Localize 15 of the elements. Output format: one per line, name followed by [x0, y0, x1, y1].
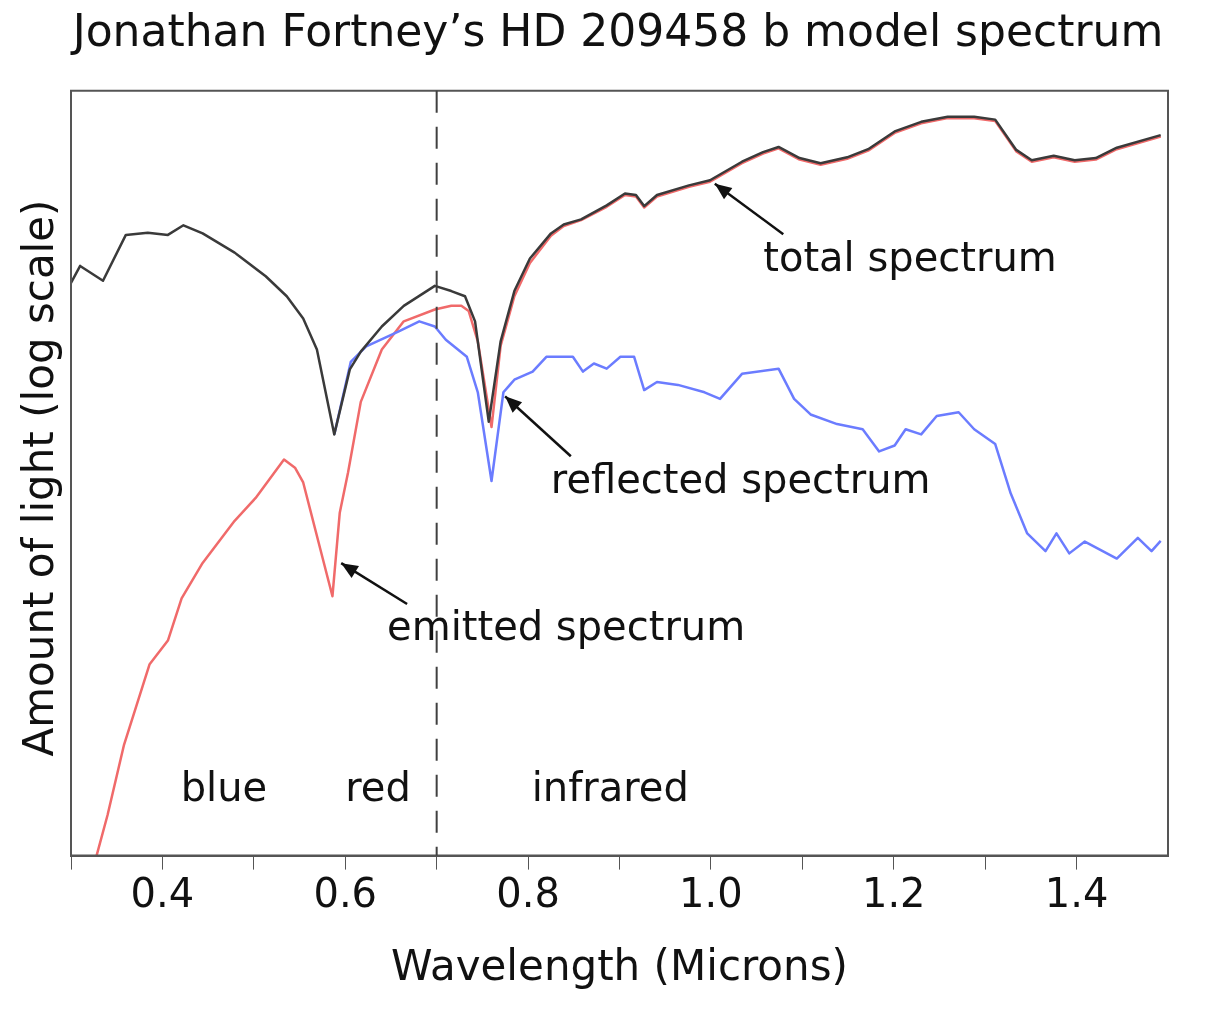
x-tick-label: 0.6 [313, 869, 378, 916]
x-tick-label: 1.2 [861, 869, 926, 916]
annotation: blue [180, 763, 268, 810]
chart-title: Jonathan Fortney’s HD 209458 b model spectrum [69, 4, 1164, 56]
x-tick-label: 1.0 [679, 869, 743, 916]
x-tick-label: 1.4 [1044, 869, 1109, 916]
x-axis-title: Wavelength (Microns) [391, 940, 848, 990]
x-tick-label: 0.8 [496, 869, 560, 916]
annotation: total spectrum [763, 233, 1057, 280]
y-axis-title: Amount of light (log scale) [13, 199, 63, 757]
annotation: reflected spectrum [550, 455, 931, 502]
x-tick-label: 0.4 [130, 869, 195, 916]
annotation: infrared [531, 763, 689, 810]
annotation: emitted spectrum [387, 603, 746, 650]
annotation: red [345, 763, 411, 810]
